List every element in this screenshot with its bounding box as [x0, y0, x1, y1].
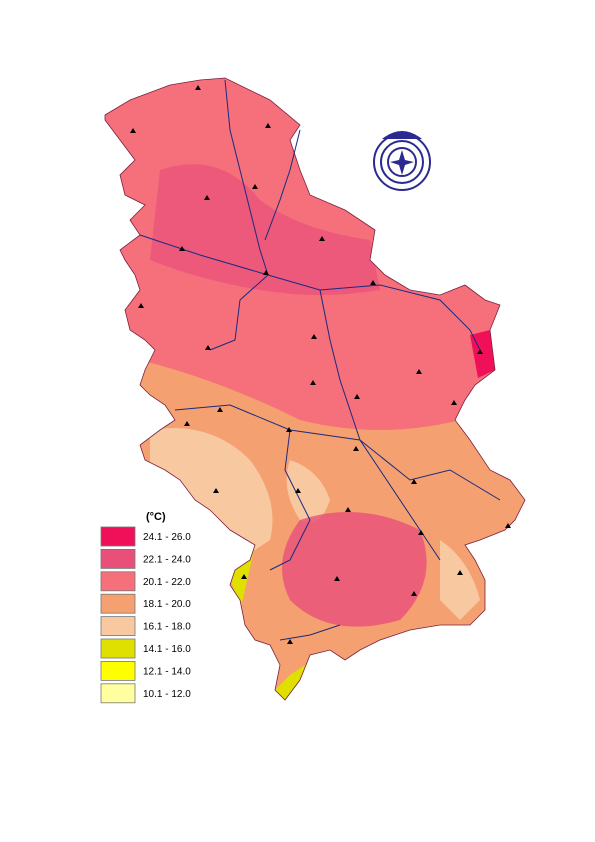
legend-label: 22.1 - 24.0: [143, 554, 191, 565]
legend: (°C) 24.1 - 26.0 22.1 - 24.0 20.1 - 22.0 18…: [100, 511, 191, 704]
legend-swatch: [100, 571, 136, 592]
zone-16-18: [150, 428, 273, 560]
station: [345, 507, 351, 512]
station: [319, 236, 325, 241]
station: [451, 400, 457, 405]
legend-label: 10.1 - 12.0: [143, 689, 191, 700]
river: [269, 429, 311, 571]
station: [138, 303, 144, 308]
legend-swatch: [100, 549, 136, 569]
zone-16-18: [440, 540, 480, 620]
logo: [373, 131, 431, 191]
legend-swatch: [100, 638, 136, 659]
station: [184, 421, 190, 426]
station: [286, 427, 292, 432]
logo-cloud: [381, 131, 423, 139]
station: [130, 128, 136, 133]
station: [195, 85, 201, 90]
zone-22-24: [282, 512, 427, 627]
station: [411, 479, 417, 484]
station: [295, 488, 301, 493]
logo-star: [390, 150, 414, 175]
legend-swatch: [100, 526, 136, 547]
legend-label: 14.1 - 16.0: [143, 644, 191, 655]
station: [241, 574, 247, 579]
zone-16-18: [286, 460, 330, 523]
station: [205, 345, 211, 350]
legend-swatch: [100, 661, 136, 681]
legend-label: 18.1 - 20.0: [143, 599, 191, 610]
legend-label: 24.1 - 26.0: [143, 532, 191, 543]
river: [224, 79, 269, 276]
station: [311, 334, 317, 339]
station: [263, 270, 269, 275]
zone-14-16: [275, 655, 315, 700]
legend-title: (°C): [146, 511, 166, 523]
station: [334, 576, 340, 581]
station: [213, 488, 219, 493]
logo-ring: [387, 147, 417, 177]
station: [252, 184, 258, 189]
stations: [130, 85, 511, 644]
river: [139, 234, 481, 351]
station: [505, 523, 511, 528]
station: [477, 349, 483, 354]
station: [370, 280, 376, 285]
river: [359, 439, 501, 501]
station: [416, 369, 422, 374]
logo-ring: [380, 140, 424, 184]
station: [354, 394, 360, 399]
station: [287, 639, 293, 644]
legend-swatch: [100, 683, 136, 704]
station: [179, 246, 185, 251]
rivers: [139, 79, 501, 641]
station: [411, 591, 417, 596]
station: [204, 195, 210, 200]
river: [264, 129, 301, 241]
legend-swatch: [100, 593, 136, 614]
legend-label: 16.1 - 18.0: [143, 622, 191, 633]
legend-swatch: [100, 616, 136, 636]
station: [265, 123, 271, 128]
temperature-zones: [105, 78, 525, 700]
river: [174, 404, 361, 441]
river: [279, 624, 341, 641]
station: [353, 446, 359, 451]
legend-label: 12.1 - 14.0: [143, 666, 191, 677]
legend-label: 20.1 - 22.0: [143, 577, 191, 588]
station: [217, 407, 223, 412]
station: [418, 530, 424, 535]
station: [457, 570, 463, 575]
station: [310, 380, 316, 385]
river: [209, 274, 269, 351]
